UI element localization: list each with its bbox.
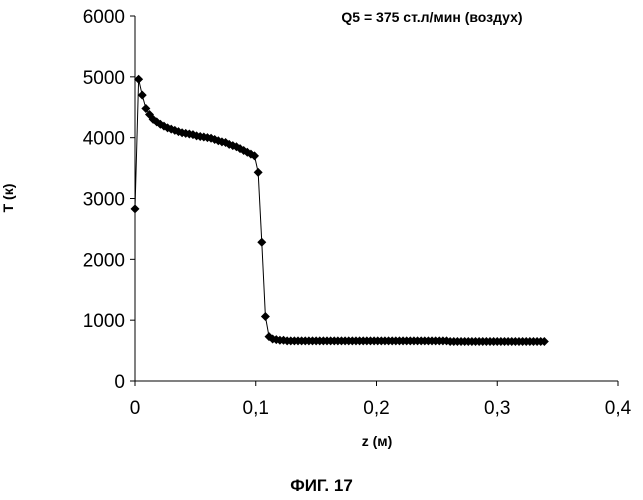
y-tick-label: 1000 xyxy=(83,311,125,332)
y-tick-label: 0 xyxy=(114,372,125,393)
y-tick-label: 2000 xyxy=(83,250,125,271)
x-tick-label: 0,3 xyxy=(484,398,510,419)
series-temperature xyxy=(130,74,549,346)
y-tick-label: 4000 xyxy=(83,129,125,150)
data-point xyxy=(137,90,147,100)
x-tick-label: 0,1 xyxy=(243,398,269,419)
x-tick-label: 0,4 xyxy=(605,398,632,419)
y-tick-label: 6000 xyxy=(83,7,125,28)
y-axis-title: T (к) xyxy=(0,184,16,213)
series-line xyxy=(134,79,545,342)
data-point xyxy=(134,74,144,84)
x-tick-label: 0,2 xyxy=(363,398,389,419)
y-tick-label: 3000 xyxy=(83,190,125,211)
data-point xyxy=(260,312,270,322)
data-point xyxy=(253,167,263,177)
x-axis-ticks: 0 0,1 0,2 0,3 0,4 xyxy=(130,381,632,419)
data-point xyxy=(159,121,169,131)
data-point xyxy=(130,204,140,214)
data-point xyxy=(155,119,165,129)
data-point xyxy=(250,151,260,161)
data-point xyxy=(141,103,151,113)
x-tick-label: 0 xyxy=(130,398,141,419)
y-tick-label: 5000 xyxy=(83,68,125,89)
data-point xyxy=(539,336,549,346)
y-axis-ticks: 0 1000 2000 3000 4000 5000 6000 xyxy=(83,7,135,393)
series-markers xyxy=(130,74,549,346)
data-point xyxy=(257,237,267,247)
x-axis-title: z (м) xyxy=(362,433,393,449)
figure-caption: ФИГ. 17 xyxy=(290,476,353,495)
chart-annotation: Q5 = 375 ст.л/мин (воздух) xyxy=(341,9,522,25)
